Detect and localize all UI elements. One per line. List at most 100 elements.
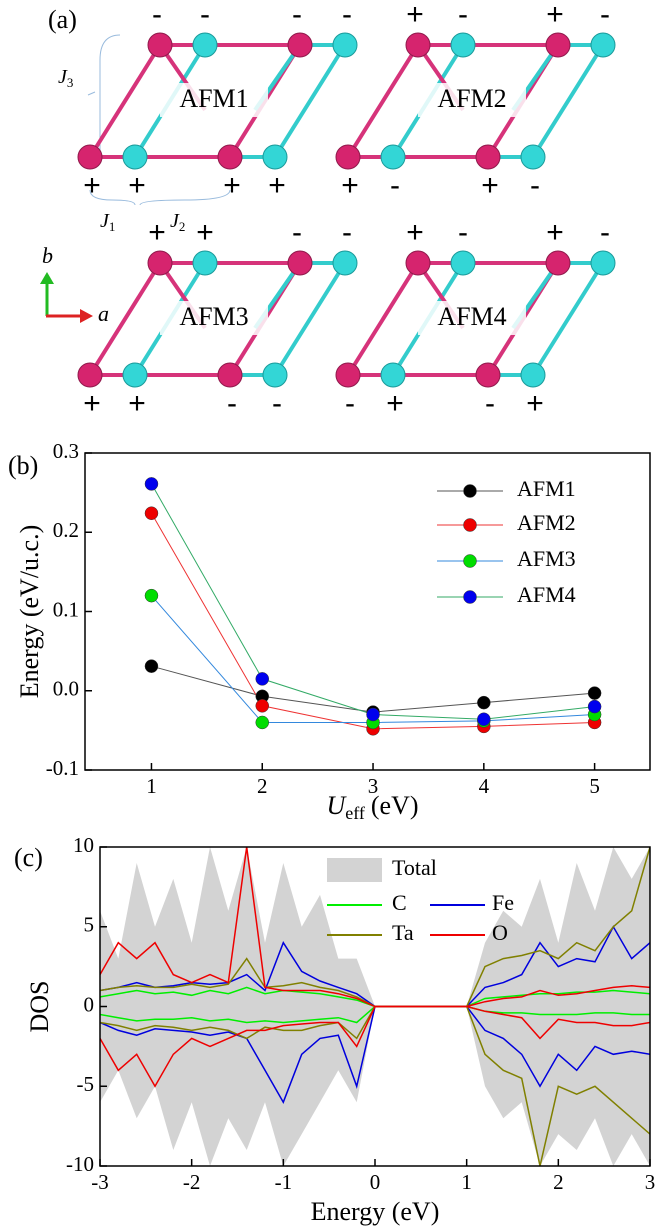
atom-fe bbox=[147, 32, 173, 58]
y-tick-label: -10 bbox=[66, 1152, 94, 1176]
spin-sign: - bbox=[458, 216, 468, 249]
spin-sign: + bbox=[83, 387, 101, 420]
text-part: eff bbox=[345, 803, 365, 823]
bond bbox=[88, 43, 162, 159]
lattice: AFM1 - - - - + + + + bbox=[77, 0, 358, 202]
text-part: 3 bbox=[67, 75, 74, 90]
atom-fe bbox=[475, 144, 501, 170]
atom-ta bbox=[192, 32, 218, 58]
atom-ta bbox=[122, 362, 148, 388]
axes-frame bbox=[99, 846, 651, 1167]
legend-label: AFM1 bbox=[517, 476, 576, 501]
x-tick-label: 0 bbox=[370, 1170, 381, 1194]
panel-label: (b) bbox=[8, 451, 38, 480]
spin-sign: - bbox=[458, 0, 468, 31]
y-tick-label: 0 bbox=[84, 992, 95, 1016]
bond bbox=[346, 261, 420, 377]
text-part: 1 bbox=[109, 219, 116, 234]
spin-sign: + bbox=[148, 216, 166, 249]
plot-area bbox=[100, 847, 650, 1166]
spin-sign: + bbox=[268, 169, 286, 202]
legend-swatch bbox=[327, 858, 382, 882]
axis-arrow-head bbox=[80, 309, 93, 323]
x-tick-label: -3 bbox=[91, 1170, 109, 1194]
data-point bbox=[366, 707, 380, 722]
x-axis-label: Energy (eV) bbox=[311, 1197, 440, 1226]
coupling-label: J1 bbox=[100, 210, 115, 234]
legend-marker bbox=[463, 554, 477, 568]
y-tick-label: -5 bbox=[77, 1072, 95, 1096]
data-point bbox=[144, 477, 159, 491]
spin-sign: + bbox=[546, 216, 564, 249]
lattice: AFM4+ - + -- + - + bbox=[335, 216, 616, 420]
text-part: 2 bbox=[179, 219, 186, 234]
lattice: AFM3 + + - - + + - - bbox=[77, 216, 358, 420]
bracket bbox=[89, 189, 231, 206]
atom-fe bbox=[335, 362, 361, 388]
spin-sign: + bbox=[128, 169, 146, 202]
coupling-label: J2 bbox=[170, 210, 185, 234]
spin-sign: - bbox=[530, 169, 540, 202]
atom-ta bbox=[450, 32, 476, 58]
legend-marker bbox=[463, 484, 477, 498]
data-point bbox=[477, 695, 491, 710]
atom-ta bbox=[332, 250, 358, 276]
atom-ta bbox=[262, 144, 288, 170]
spin-sign: - bbox=[342, 0, 352, 31]
atom-ta bbox=[520, 144, 546, 170]
bond bbox=[346, 43, 420, 159]
atom-ta bbox=[332, 32, 358, 58]
spin-sign: - bbox=[227, 387, 237, 420]
spin-sign: + bbox=[546, 0, 564, 31]
legend-label: AFM3 bbox=[517, 546, 576, 571]
data-point bbox=[587, 699, 602, 714]
x-axis-label: Ueff (eV) bbox=[326, 791, 418, 823]
label-bg bbox=[160, 301, 268, 335]
text-part: U bbox=[326, 791, 347, 820]
data-point bbox=[477, 712, 491, 727]
dos-area bbox=[100, 1006, 650, 1166]
panel-label: (a) bbox=[48, 5, 77, 34]
legend-label: C bbox=[392, 890, 407, 915]
atom-fe bbox=[405, 250, 431, 276]
config-label: AFM1 bbox=[179, 84, 248, 113]
legend-label: Total bbox=[392, 855, 437, 880]
axes-frame bbox=[84, 452, 651, 771]
bond bbox=[88, 261, 162, 377]
x-tick-label: -1 bbox=[275, 1170, 293, 1194]
x-tick-label: 2 bbox=[257, 774, 268, 798]
text-part: (eV) bbox=[371, 791, 419, 820]
legend-label: O bbox=[492, 920, 508, 945]
x-tick-label: 3 bbox=[368, 774, 379, 798]
spin-sign: - bbox=[600, 0, 610, 31]
y-tick-label: 10 bbox=[73, 833, 94, 857]
x-tick-label: 5 bbox=[589, 774, 600, 798]
atom-ta bbox=[590, 32, 616, 58]
spin-sign: + bbox=[386, 387, 404, 420]
legend-marker bbox=[463, 590, 477, 604]
atom-fe bbox=[545, 250, 571, 276]
y-axis-label: DOS bbox=[25, 980, 54, 1032]
config-label: AFM3 bbox=[179, 302, 248, 331]
x-tick-label: 3 bbox=[645, 1170, 656, 1194]
spin-sign: + bbox=[406, 0, 424, 31]
data-point bbox=[255, 699, 270, 713]
spin-sign: + bbox=[83, 169, 101, 202]
label-bg bbox=[418, 83, 526, 117]
atom-ta bbox=[520, 362, 546, 388]
x-tick-label: -2 bbox=[183, 1170, 201, 1194]
atom-fe bbox=[217, 144, 243, 170]
y-tick-label: -0.1 bbox=[46, 756, 79, 780]
legend-label: AFM2 bbox=[517, 510, 576, 535]
spin-sign: - bbox=[345, 387, 355, 420]
atom-fe bbox=[287, 250, 313, 276]
x-tick-label: 4 bbox=[479, 774, 490, 798]
data-point bbox=[144, 588, 159, 603]
dos-area bbox=[100, 847, 650, 1007]
legend-marker bbox=[463, 518, 477, 532]
atom-fe bbox=[405, 32, 431, 58]
spin-sign: + bbox=[196, 216, 214, 249]
axis-arrow-head bbox=[40, 272, 54, 284]
dos-line bbox=[100, 1005, 650, 1088]
